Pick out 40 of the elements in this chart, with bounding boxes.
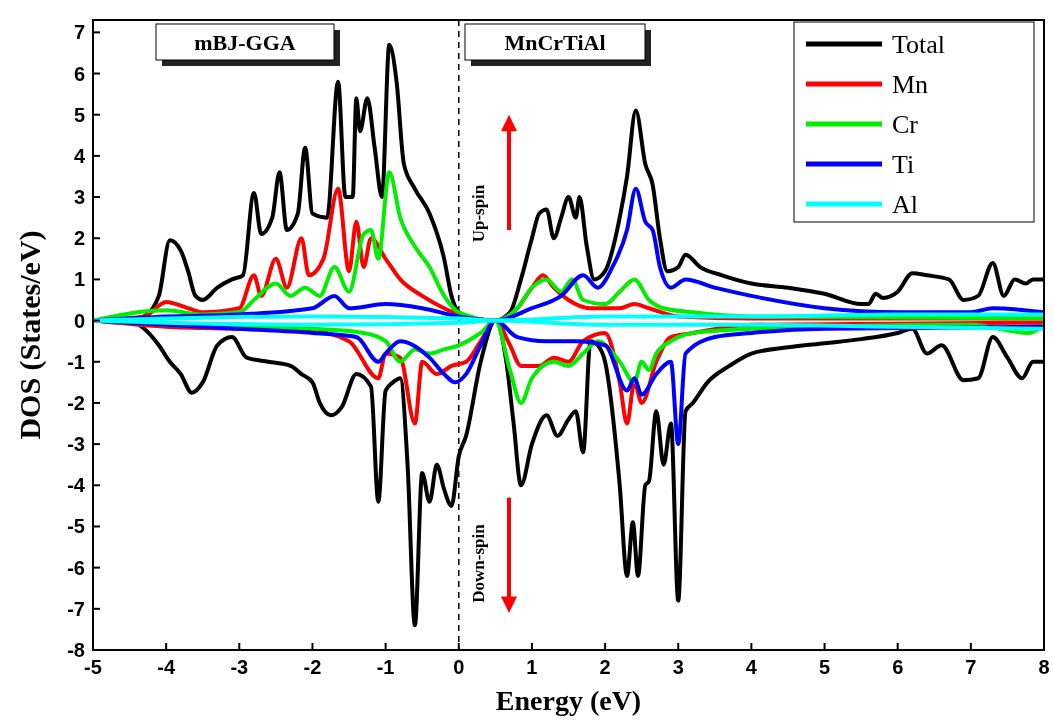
y-tick-label: -6 [67, 556, 85, 579]
legend-label: Ti [892, 150, 915, 179]
x-tick-label: 1 [526, 656, 538, 678]
annotation: mBJ-GGA [194, 30, 296, 55]
y-axis-title: DOS (States/eV) [13, 230, 47, 440]
y-tick-label: -1 [67, 350, 85, 373]
y-tick-label: -8 [67, 639, 85, 661]
legend-label: Cr [892, 110, 919, 139]
y-tick-label: 2 [73, 227, 85, 250]
y-tick-label: -2 [67, 391, 85, 414]
legend-label: Mn [892, 70, 929, 99]
annotation: Down-spin [469, 523, 488, 603]
y-tick-label: 1 [73, 268, 85, 291]
x-tick-label: -4 [157, 656, 176, 678]
x-tick-label: 6 [892, 656, 904, 678]
y-tick-label: 6 [73, 62, 85, 85]
x-tick-label: 5 [818, 656, 831, 678]
x-tick-label: -2 [303, 656, 322, 678]
x-tick-label: 7 [965, 656, 977, 678]
legend-label: Al [892, 190, 918, 219]
x-tick-label: -1 [376, 656, 395, 678]
y-tick-label: 3 [73, 186, 85, 209]
x-tick-label: 3 [672, 656, 684, 678]
annotation: Up-spin [469, 184, 488, 243]
x-tick-label: 8 [1038, 656, 1050, 678]
y-tick-label: -3 [67, 433, 85, 456]
x-tick-label: 4 [745, 656, 758, 678]
y-tick-label: 5 [73, 103, 85, 126]
y-tick-label: -5 [67, 515, 85, 538]
y-tick-label: 7 [73, 21, 85, 44]
x-tick-label: 0 [453, 656, 465, 678]
x-tick-label: -3 [230, 656, 249, 678]
x-axis-title: Energy (eV) [495, 685, 642, 716]
y-tick-label: -7 [67, 597, 85, 620]
y-tick-label: 4 [73, 144, 86, 167]
y-tick-label: 0 [73, 309, 85, 332]
x-tick-label: 2 [599, 656, 611, 678]
y-tick-label: -4 [67, 474, 86, 497]
annotation: MnCrTiAl [504, 30, 606, 55]
legend-label: Total [892, 30, 946, 59]
